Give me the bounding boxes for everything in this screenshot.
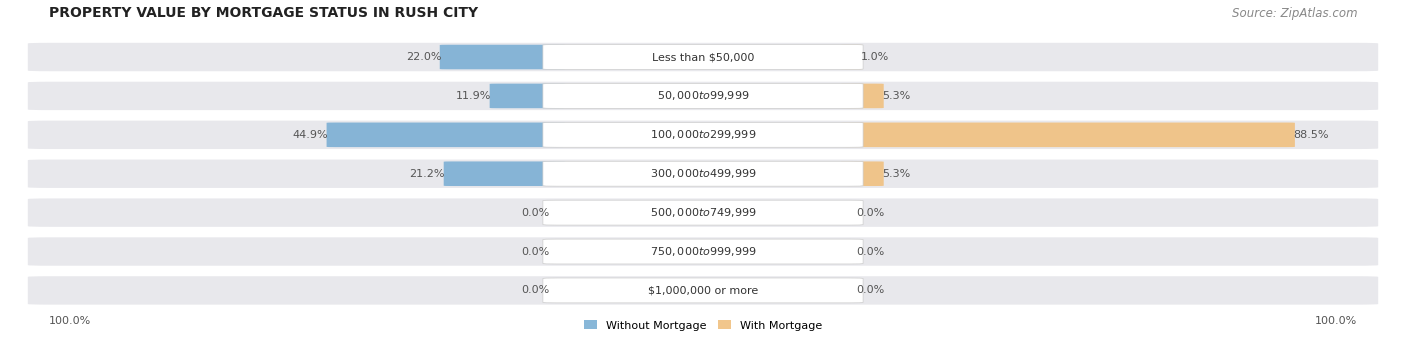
- FancyBboxPatch shape: [440, 45, 565, 69]
- Text: 44.9%: 44.9%: [292, 130, 328, 140]
- FancyBboxPatch shape: [28, 43, 1378, 71]
- FancyBboxPatch shape: [489, 84, 565, 108]
- FancyBboxPatch shape: [28, 82, 1378, 110]
- Text: 88.5%: 88.5%: [1294, 130, 1329, 140]
- FancyBboxPatch shape: [28, 237, 1378, 266]
- FancyBboxPatch shape: [444, 162, 565, 186]
- Text: Source: ZipAtlas.com: Source: ZipAtlas.com: [1232, 7, 1357, 20]
- Text: 1.0%: 1.0%: [860, 52, 890, 62]
- Text: PROPERTY VALUE BY MORTGAGE STATUS IN RUSH CITY: PROPERTY VALUE BY MORTGAGE STATUS IN RUS…: [49, 6, 478, 20]
- FancyBboxPatch shape: [841, 45, 862, 69]
- FancyBboxPatch shape: [543, 278, 863, 303]
- Legend: Without Mortgage, With Mortgage: Without Mortgage, With Mortgage: [579, 316, 827, 335]
- FancyBboxPatch shape: [28, 199, 1378, 227]
- FancyBboxPatch shape: [28, 121, 1378, 149]
- Text: 0.0%: 0.0%: [522, 208, 550, 218]
- FancyBboxPatch shape: [841, 122, 1295, 147]
- Text: 5.3%: 5.3%: [883, 169, 911, 179]
- FancyBboxPatch shape: [841, 84, 884, 108]
- Text: $750,000 to $999,999: $750,000 to $999,999: [650, 245, 756, 258]
- FancyBboxPatch shape: [543, 122, 863, 147]
- FancyBboxPatch shape: [543, 45, 863, 69]
- Text: $50,000 to $99,999: $50,000 to $99,999: [657, 89, 749, 102]
- FancyBboxPatch shape: [543, 161, 863, 186]
- Text: 100.0%: 100.0%: [1315, 316, 1357, 326]
- FancyBboxPatch shape: [326, 122, 565, 147]
- Text: 22.0%: 22.0%: [406, 52, 441, 62]
- FancyBboxPatch shape: [28, 159, 1378, 188]
- Text: $500,000 to $749,999: $500,000 to $749,999: [650, 206, 756, 219]
- Text: 0.0%: 0.0%: [856, 286, 884, 295]
- Text: 0.0%: 0.0%: [522, 246, 550, 257]
- Text: $1,000,000 or more: $1,000,000 or more: [648, 286, 758, 295]
- Text: $300,000 to $499,999: $300,000 to $499,999: [650, 167, 756, 180]
- Text: 0.0%: 0.0%: [522, 286, 550, 295]
- Text: 100.0%: 100.0%: [49, 316, 91, 326]
- FancyBboxPatch shape: [28, 276, 1378, 305]
- Text: 0.0%: 0.0%: [856, 246, 884, 257]
- Text: 21.2%: 21.2%: [409, 169, 446, 179]
- FancyBboxPatch shape: [543, 239, 863, 264]
- Text: 5.3%: 5.3%: [883, 91, 911, 101]
- Text: $100,000 to $299,999: $100,000 to $299,999: [650, 128, 756, 141]
- Text: Less than $50,000: Less than $50,000: [652, 52, 754, 62]
- FancyBboxPatch shape: [543, 200, 863, 225]
- Text: 11.9%: 11.9%: [456, 91, 491, 101]
- FancyBboxPatch shape: [841, 162, 884, 186]
- FancyBboxPatch shape: [543, 84, 863, 108]
- Text: 0.0%: 0.0%: [856, 208, 884, 218]
